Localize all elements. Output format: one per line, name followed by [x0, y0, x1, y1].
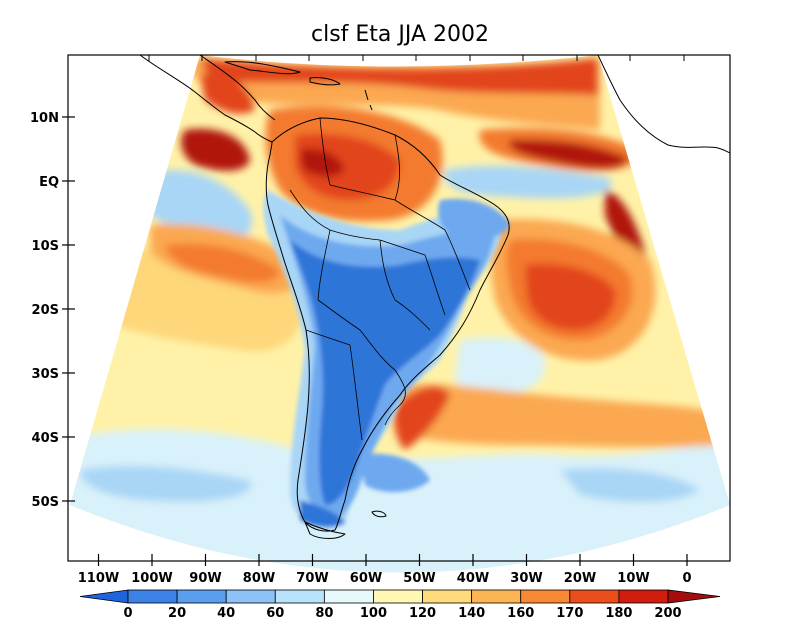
political-borders: [289, 117, 471, 441]
field-southwest-light-blue: [80, 465, 252, 502]
colorbar-label: 180: [605, 606, 632, 618]
colorbar-label: 60: [266, 606, 284, 618]
lat-label: 30S: [32, 367, 59, 382]
field-north-band-red: [200, 58, 598, 95]
field-south-atlantic-band: [395, 383, 720, 448]
colorbar-label: 140: [458, 606, 485, 618]
field-central-america-red: [200, 74, 255, 114]
field-east-pacific-darkred: [181, 128, 250, 171]
field-north-atlantic-blue: [444, 165, 612, 199]
longitude-axis: 110W 100W 90W 80W 70W 60W 50W 40W 30W 20W 10W 0: [78, 55, 692, 586]
colorbar-label: 170: [556, 606, 583, 618]
field-south-atlantic-red: [525, 263, 616, 330]
colorbar-underflow-arrow: [79, 589, 129, 604]
colorbar-swatch: [471, 589, 522, 604]
colorbar-label: 100: [360, 606, 387, 618]
field-layer: [70, 55, 730, 573]
tierra-del-fuego: [304, 521, 346, 539]
lat-label: 10N: [30, 111, 59, 126]
colorbar-swatch: [422, 589, 473, 604]
lon-label: 30W: [510, 571, 542, 586]
field-northeast-brazil-blue: [438, 198, 510, 242]
hispaniola-coastline: [309, 77, 341, 86]
field-atlantic-east-darkred: [605, 190, 650, 271]
colorbar-label: 200: [654, 606, 681, 618]
cuba-coastline: [224, 61, 301, 75]
lon-label: 20W: [564, 571, 596, 586]
colorbar-overflow-arrow: [667, 589, 721, 604]
lesser-antilles: [364, 89, 373, 111]
colorbar-swatch: [225, 589, 276, 604]
map-frame: [67, 54, 731, 562]
lat-label: 20S: [32, 303, 59, 318]
field-southeast-light-blue: [560, 468, 700, 502]
lat-label: 40S: [32, 431, 59, 446]
colorbar-label: 120: [409, 606, 436, 618]
coastlines: [139, 55, 730, 539]
colorbar-swatch: [127, 589, 178, 604]
colorbar-label: 80: [315, 606, 333, 618]
colorbar-label: 20: [168, 606, 186, 618]
latitude-axis: 10N EQ 10S 20S 30S 40S 50S: [30, 111, 75, 510]
field-pacific-dark-orange: [165, 243, 280, 283]
lon-label: 0: [682, 571, 691, 586]
lat-label: 10S: [32, 239, 59, 254]
field-east-pale-blue: [455, 337, 546, 395]
colorbar-swatch: [274, 589, 325, 604]
lon-label: 60W: [350, 571, 382, 586]
colorbar-label: 160: [507, 606, 534, 618]
map-title: clsf Eta JJA 2002: [311, 22, 489, 47]
colorbar: 0 20 40 60 80 100 120 140 160 170 180 200: [79, 589, 721, 618]
lat-label: 50S: [32, 495, 59, 510]
south-america-coastline: [265, 117, 510, 532]
colorbar-swatch: [618, 589, 669, 604]
colorbar-swatch: [520, 589, 571, 604]
field-north-atlantic-darkred: [509, 139, 628, 169]
lon-label: 10W: [617, 571, 649, 586]
colorbar-swatch: [176, 589, 227, 604]
lon-label: 100W: [131, 571, 172, 586]
lon-label: 70W: [296, 571, 328, 586]
falkland-islands: [371, 510, 387, 518]
field-falklands-red: [393, 386, 450, 450]
field-colombia-darkred: [300, 148, 345, 177]
colorbar-swatch: [373, 589, 423, 604]
africa-coastline: [597, 55, 730, 154]
colorbar-label: 0: [123, 606, 132, 618]
colorbar-swatch: [323, 589, 374, 604]
field-continent-deep: [290, 240, 480, 505]
colorbar-swatch: [569, 589, 620, 604]
field-patagonia-deep: [300, 500, 345, 528]
colorbar-label: 40: [217, 606, 235, 618]
field-south-ocean-blue-patch: [360, 453, 430, 492]
lon-label: 90W: [189, 571, 221, 586]
lon-label: 50W: [403, 571, 435, 586]
lon-label: 80W: [243, 571, 275, 586]
lat-label: EQ: [39, 175, 59, 190]
central-america-coastline: [139, 55, 276, 143]
lon-label: 110W: [78, 571, 119, 586]
lon-label: 40W: [457, 571, 489, 586]
